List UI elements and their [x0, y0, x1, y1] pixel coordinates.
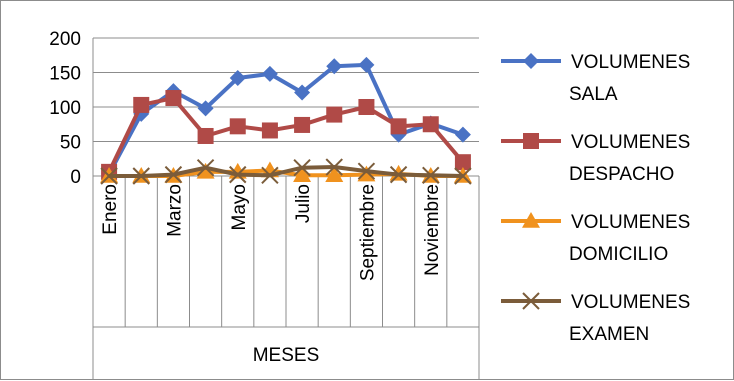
data-point — [165, 90, 182, 107]
legend-item: VOLUMENES SALA — [501, 52, 690, 105]
x-axis-title: MESES — [253, 345, 320, 366]
data-point — [229, 70, 246, 87]
data-point — [197, 127, 214, 144]
data-point — [358, 56, 375, 73]
legend-label: VOLUMENES DESPACHO — [569, 132, 690, 185]
legend-label-line: VOLUMENES — [571, 292, 690, 313]
data-point-stroke — [522, 292, 540, 310]
legend-label-line: VOLUMENES — [571, 52, 690, 73]
y-tick-label: 150 — [49, 64, 81, 85]
data-point — [389, 165, 408, 184]
data-point — [522, 212, 540, 228]
data-point — [358, 99, 375, 115]
data-point — [196, 159, 215, 177]
series-0 — [101, 56, 471, 182]
data-point — [523, 133, 539, 149]
data-point — [523, 53, 539, 69]
legend-label-line: EXAMEN — [569, 324, 649, 345]
data-point — [390, 118, 407, 135]
y-tick-label: 50 — [60, 133, 81, 154]
legend-label-line: VOLUMENES — [571, 132, 690, 153]
series-line — [107, 96, 465, 173]
data-point — [197, 100, 214, 117]
data-point-stroke — [389, 165, 408, 184]
data-point-stroke — [422, 166, 440, 185]
data-point — [294, 84, 311, 101]
x-tick-label: Julio — [293, 184, 314, 223]
x-tick-label: Enero — [100, 184, 121, 235]
y-tick-label: 200 — [49, 29, 81, 50]
data-point — [229, 165, 247, 184]
data-point-stroke — [100, 167, 118, 185]
legend-label-line: DESPACHO — [569, 164, 674, 185]
legend-label-line: VOLUMENES — [571, 212, 690, 233]
y-tick-label: 100 — [49, 98, 81, 119]
legend-item: VOLUMENES DESPACHO — [501, 132, 690, 185]
data-point — [133, 96, 150, 113]
series-layer — [100, 56, 472, 185]
data-point — [293, 166, 312, 183]
x-tick-label: Mayo — [229, 184, 250, 230]
data-point — [261, 122, 278, 139]
data-point — [100, 167, 118, 185]
data-point — [454, 126, 471, 143]
data-point-stroke — [293, 159, 311, 177]
legend-label: VOLUMENES EXAMEN — [569, 292, 690, 345]
x-tick-label: Marzo — [164, 184, 185, 237]
data-point — [422, 116, 439, 133]
data-point — [454, 167, 472, 185]
data-point-stroke — [454, 167, 472, 185]
data-point — [261, 65, 278, 82]
data-point-stroke — [229, 165, 247, 184]
legend-label: VOLUMENES SALA — [569, 52, 690, 105]
data-point — [422, 166, 440, 185]
data-point-stroke — [132, 167, 150, 185]
data-point — [229, 118, 246, 135]
series-3 — [100, 158, 472, 185]
data-point — [196, 162, 215, 179]
data-point — [294, 116, 311, 133]
data-point — [132, 167, 150, 185]
data-point — [325, 158, 343, 176]
x-tick-label: Noviembre — [422, 184, 443, 276]
axis-layer: 0 50 100 150 200 Enero Marzo Mayo Julio Septiembr… — [49, 29, 480, 380]
data-point — [325, 166, 344, 183]
series-1 — [101, 90, 471, 180]
data-point-stroke — [164, 165, 183, 184]
legend-label: VOLUMENES DOMICILIO — [569, 212, 690, 265]
data-point — [522, 292, 540, 310]
data-point — [326, 58, 343, 75]
legend-label-line: SALA — [569, 84, 618, 105]
data-point — [357, 162, 376, 180]
data-point — [357, 165, 376, 182]
data-point — [293, 159, 311, 177]
data-point-stroke — [261, 166, 279, 185]
series-line — [109, 165, 463, 178]
data-point-stroke — [357, 162, 376, 180]
x-tick-label: Septiembre — [357, 184, 378, 281]
data-point-stroke — [196, 159, 215, 177]
legend-item: VOLUMENES EXAMEN — [501, 292, 690, 345]
data-point — [261, 166, 279, 185]
legend-item: VOLUMENES DOMICILIO — [501, 212, 690, 265]
legend-label-line: DOMICILIO — [569, 244, 668, 265]
legend: VOLUMENES SALA VOLUMENES DESPACHO VOLUMENES D… — [501, 52, 690, 345]
data-point — [164, 165, 183, 184]
data-point-stroke — [325, 158, 343, 176]
series-line — [107, 62, 464, 175]
y-tick-label: 0 — [70, 167, 81, 188]
data-point — [326, 106, 343, 123]
data-point — [454, 154, 471, 171]
